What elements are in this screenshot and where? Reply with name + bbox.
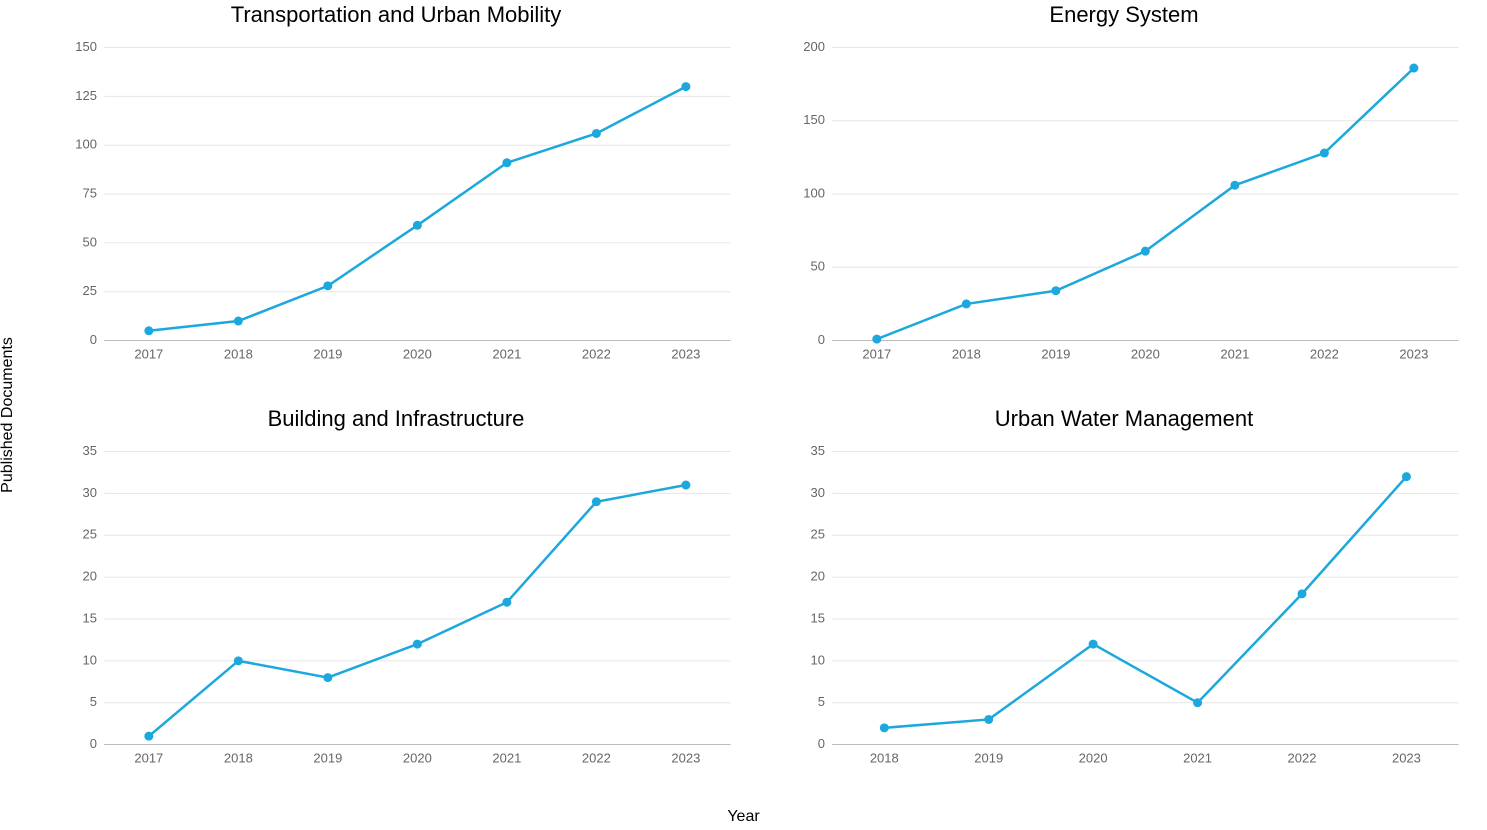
series-marker xyxy=(1230,181,1239,190)
series-marker xyxy=(234,317,243,326)
chart-svg: 0 5 10 15 20 25 30 35 2017 2018 2019 2020 2021 2022 20… xyxy=(40,404,752,800)
x-tick-label: 2019 xyxy=(313,750,342,765)
chart-svg: 0 25 50 75 100 125 150 2017 2018 2019 2020 2021 2022… xyxy=(40,0,752,396)
y-tick-label: 0 xyxy=(90,332,97,347)
x-tick-label: 2020 xyxy=(403,346,432,361)
series-marker xyxy=(1193,698,1202,707)
y-tick-label: 10 xyxy=(82,652,96,667)
chart-panel: Building and Infrastructure0510152025303… xyxy=(40,404,752,800)
series-marker xyxy=(681,82,690,91)
series-marker xyxy=(984,715,993,724)
x-tick-label: 2023 xyxy=(1392,750,1421,765)
y-tick-label: 200 xyxy=(803,39,825,54)
y-tick-label: 30 xyxy=(810,485,824,500)
series-marker xyxy=(1402,472,1411,481)
x-tick-label: 2021 xyxy=(492,346,521,361)
x-tick-label: 2020 xyxy=(1079,750,1108,765)
x-tick-label: 2019 xyxy=(1041,346,1070,361)
x-tick-label: 2017 xyxy=(862,346,891,361)
series-marker xyxy=(880,723,889,732)
x-axis-label: Year xyxy=(727,808,759,826)
y-tick-label: 50 xyxy=(82,234,96,249)
series-marker xyxy=(1141,247,1150,256)
y-tick-label: 20 xyxy=(82,569,96,584)
x-tick-label: 2018 xyxy=(870,750,899,765)
chart-panel: Transportation and Urban Mobility0255075… xyxy=(40,0,752,396)
series-line xyxy=(149,87,686,331)
series-marker xyxy=(144,326,153,335)
y-tick-label: 35 xyxy=(810,443,824,458)
x-tick-label: 2018 xyxy=(952,346,981,361)
y-tick-label: 50 xyxy=(810,259,824,274)
y-tick-label: 15 xyxy=(82,610,96,625)
y-tick-label: 5 xyxy=(818,694,825,709)
x-tick-label: 2018 xyxy=(224,346,253,361)
x-tick-label: 2023 xyxy=(671,750,700,765)
series-marker xyxy=(1409,64,1418,73)
y-tick-label: 10 xyxy=(810,652,824,667)
x-tick-label: 2019 xyxy=(313,346,342,361)
series-line xyxy=(877,68,1414,339)
y-tick-label: 0 xyxy=(818,332,825,347)
series-marker xyxy=(1298,589,1307,598)
series-marker xyxy=(592,497,601,506)
series-marker xyxy=(592,129,601,138)
series-marker xyxy=(413,640,422,649)
y-tick-label: 0 xyxy=(90,736,97,751)
x-tick-label: 2021 xyxy=(1220,346,1249,361)
y-tick-label: 20 xyxy=(810,569,824,584)
y-tick-label: 25 xyxy=(82,527,96,542)
series-line xyxy=(884,477,1406,728)
series-marker xyxy=(323,281,332,290)
y-tick-label: 125 xyxy=(75,88,97,103)
series-marker xyxy=(323,673,332,682)
series-line xyxy=(149,485,686,736)
x-tick-label: 2022 xyxy=(582,750,611,765)
series-marker xyxy=(502,598,511,607)
x-tick-label: 2021 xyxy=(492,750,521,765)
x-tick-label: 2021 xyxy=(1183,750,1212,765)
series-marker xyxy=(681,481,690,490)
chart-panel: Urban Water Management051015202530352018… xyxy=(768,404,1480,800)
y-tick-label: 25 xyxy=(82,283,96,298)
y-tick-label: 75 xyxy=(82,185,96,200)
x-tick-label: 2020 xyxy=(1131,346,1160,361)
x-tick-label: 2023 xyxy=(671,346,700,361)
y-axis-label: Published Documents xyxy=(0,337,17,493)
chart-grid: Transportation and Urban Mobility0255075… xyxy=(40,0,1480,800)
x-tick-label: 2022 xyxy=(1310,346,1339,361)
y-tick-label: 100 xyxy=(803,185,825,200)
chart-svg: 0 5 10 15 20 25 30 35 2018 2019 2020 2021 2022 2023 xyxy=(768,404,1480,800)
series-marker xyxy=(502,158,511,167)
series-marker xyxy=(1320,149,1329,158)
series-marker xyxy=(872,335,881,344)
figure: Published Documents Year Transportation … xyxy=(0,0,1487,830)
y-tick-label: 25 xyxy=(810,527,824,542)
y-tick-label: 0 xyxy=(818,736,825,751)
series-marker xyxy=(1051,286,1060,295)
x-tick-label: 2023 xyxy=(1399,346,1428,361)
y-tick-label: 5 xyxy=(90,694,97,709)
y-tick-label: 150 xyxy=(75,39,97,54)
chart-panel: Energy System050100150200201720182019202… xyxy=(768,0,1480,396)
x-tick-label: 2018 xyxy=(224,750,253,765)
series-marker xyxy=(413,221,422,230)
x-tick-label: 2017 xyxy=(134,750,163,765)
x-tick-label: 2022 xyxy=(1288,750,1317,765)
x-tick-label: 2022 xyxy=(582,346,611,361)
series-marker xyxy=(144,732,153,741)
x-tick-label: 2020 xyxy=(403,750,432,765)
x-tick-label: 2017 xyxy=(134,346,163,361)
series-marker xyxy=(1089,640,1098,649)
chart-svg: 0 50 100 150 200 2017 2018 2019 2020 2021 2022 2023 xyxy=(768,0,1480,396)
series-marker xyxy=(962,299,971,308)
y-tick-label: 100 xyxy=(75,137,97,152)
y-tick-label: 30 xyxy=(82,485,96,500)
y-tick-label: 15 xyxy=(810,610,824,625)
series-marker xyxy=(234,656,243,665)
y-tick-label: 150 xyxy=(803,112,825,127)
y-tick-label: 35 xyxy=(82,443,96,458)
x-tick-label: 2019 xyxy=(974,750,1003,765)
